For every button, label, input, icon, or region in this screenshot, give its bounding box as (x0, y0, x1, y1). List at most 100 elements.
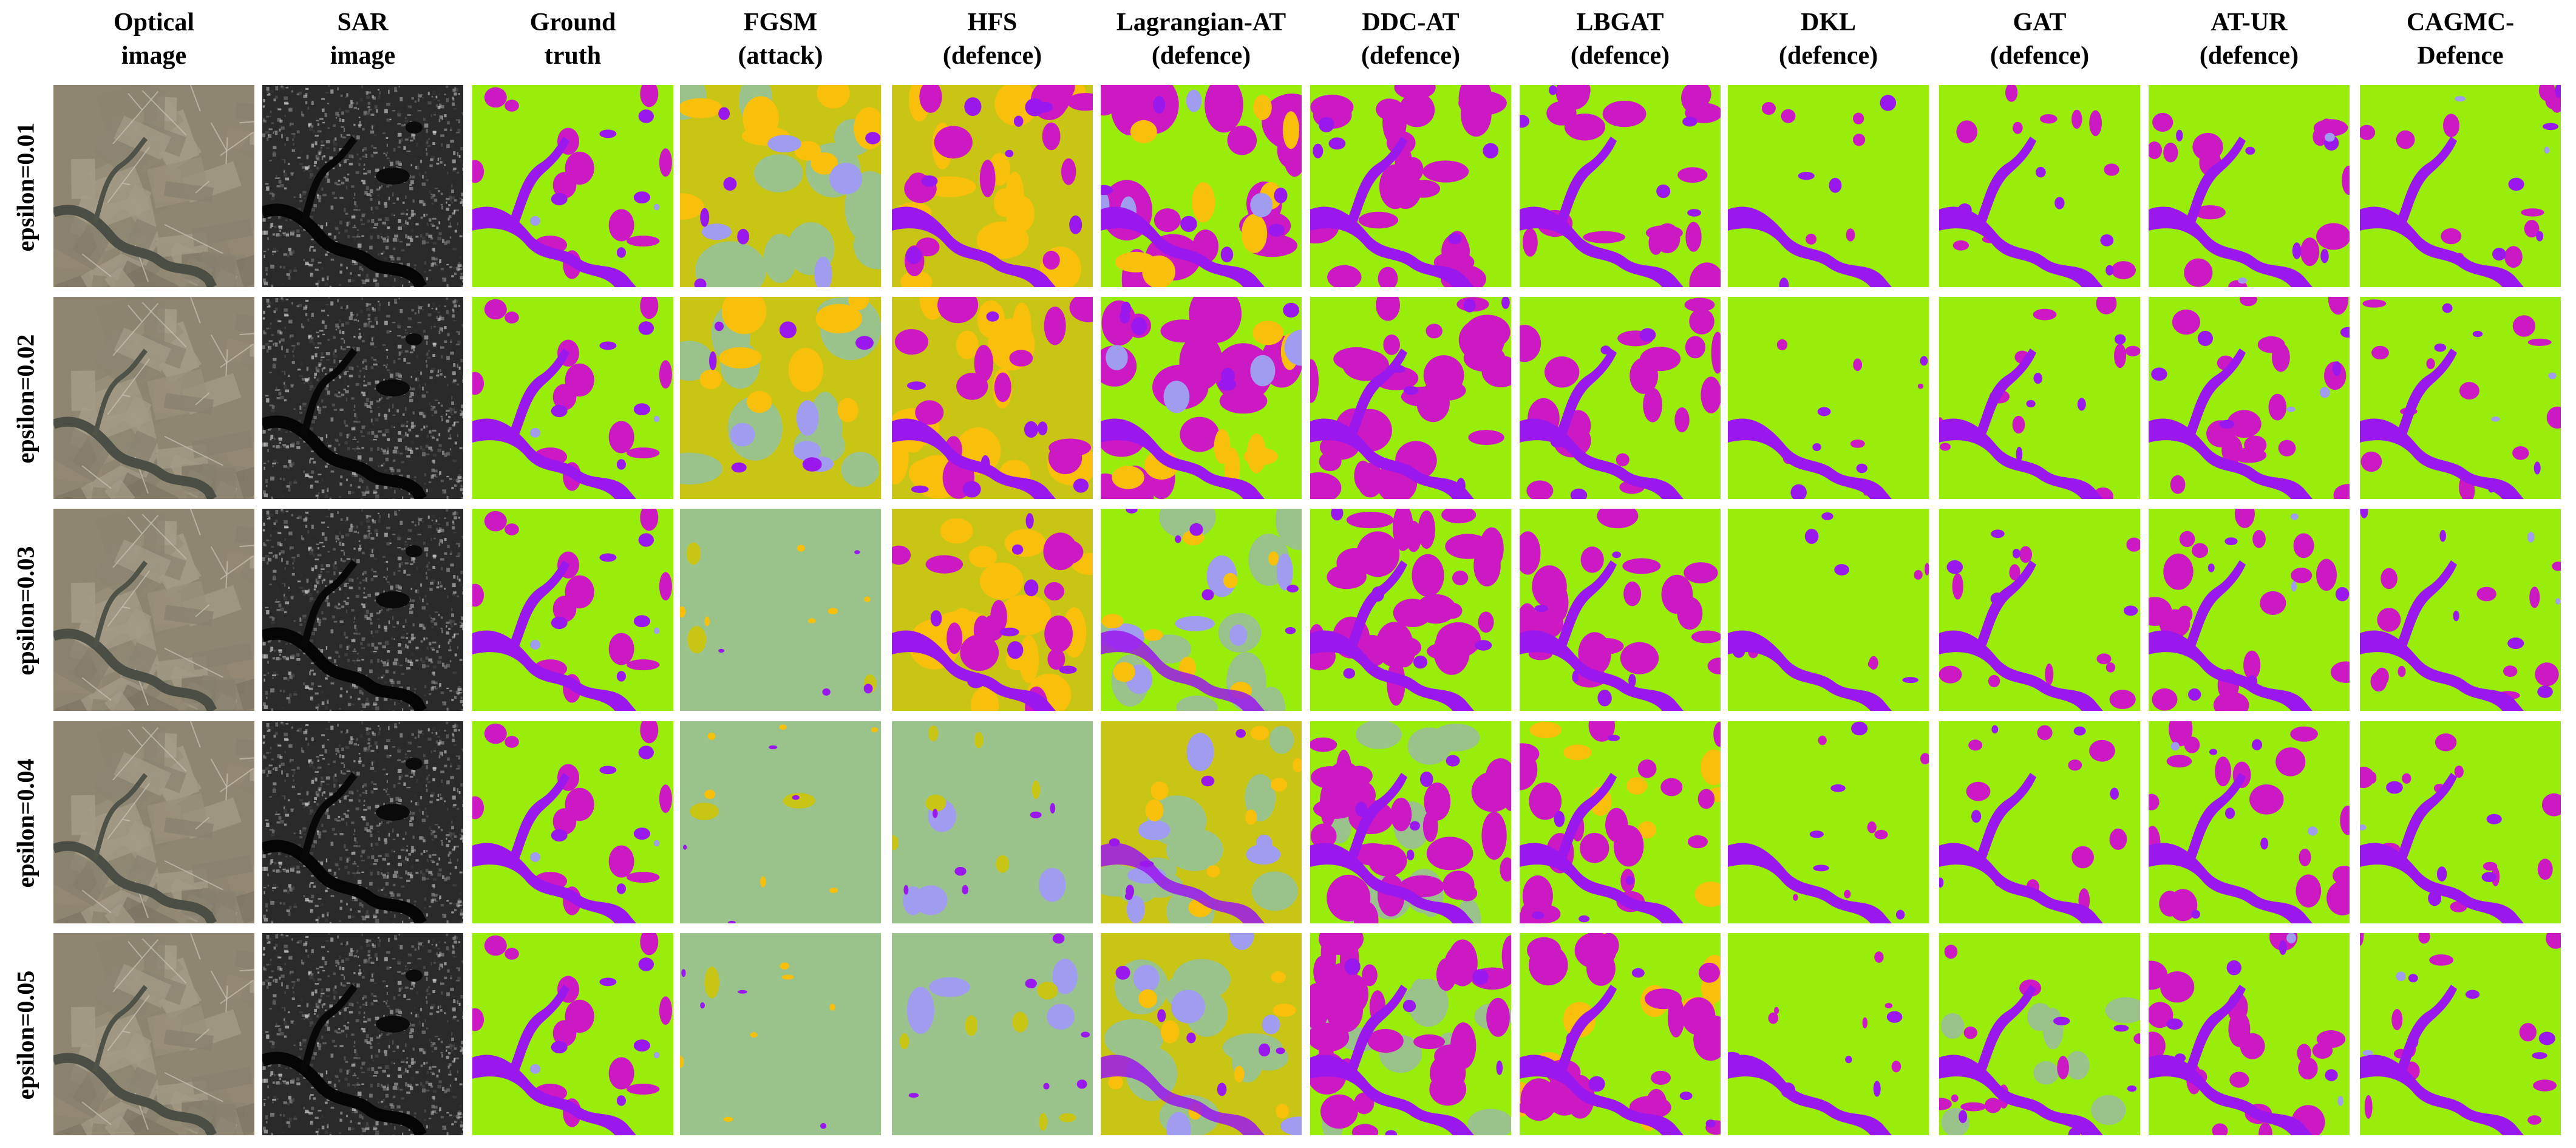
segmentation-map (892, 297, 1093, 499)
tile-gt-row4 (472, 721, 673, 923)
column-header-line: GAT (2013, 8, 2067, 36)
column-header-line: (defence) (1990, 42, 2090, 70)
tile-dkl-row4 (1728, 721, 1929, 923)
segmentation-map (1101, 297, 1302, 499)
tile-sar-row1 (262, 85, 463, 287)
epsilon-label: epsilon=0.05 (12, 970, 39, 1099)
column-header-line: Defence (2417, 42, 2504, 70)
tile-sar-row2 (262, 297, 463, 499)
segmentation-map (1939, 297, 2140, 499)
segmentation-map (1101, 933, 1302, 1135)
segmentation-map (1101, 85, 1302, 287)
tile-gt-row5 (472, 933, 673, 1135)
tile-fgsm-row1 (680, 85, 881, 287)
segmentation-map (892, 933, 1093, 1135)
tile-atur-row3 (2149, 509, 2350, 711)
column-header-gt: Ground truth (473, 6, 673, 79)
segmentation-map (1939, 721, 2140, 923)
tile-lbgat-row5 (1520, 933, 1721, 1135)
segmentation-map (1728, 297, 1929, 499)
tile-dkl-row1 (1728, 85, 1929, 287)
tile-lagrangian-row4 (1101, 721, 1302, 923)
column-header-line: Optical (114, 8, 194, 36)
column-header-line: DKL (1800, 8, 1856, 36)
optical-satellite-image (53, 297, 254, 499)
optical-satellite-image (53, 85, 254, 287)
column-header-line: CAGMC- (2406, 8, 2515, 36)
tile-gt-row3 (472, 509, 673, 711)
segmentation-map (892, 85, 1093, 287)
segmentation-map (680, 933, 881, 1135)
segmentation-map (1310, 85, 1511, 287)
tile-cagmc-row3 (2360, 509, 2561, 711)
tile-optical-row5 (53, 933, 254, 1135)
segmentation-map (472, 509, 673, 711)
column-header-line: (defence) (1570, 42, 1670, 70)
segmentation-map (2360, 297, 2561, 499)
tile-lbgat-row1 (1520, 85, 1721, 287)
segmentation-map (472, 933, 673, 1135)
segmentation-map (1310, 933, 1511, 1135)
column-header-line: (defence) (1151, 42, 1251, 70)
tile-sar-row4 (262, 721, 463, 923)
tile-ddc-row5 (1310, 933, 1511, 1135)
segmentation-map (2149, 933, 2350, 1135)
column-header-hfs: HFS (defence) (892, 6, 1093, 79)
tile-fgsm-row5 (680, 933, 881, 1135)
column-header-line: LBGAT (1576, 8, 1664, 36)
sar-radar-image (262, 933, 463, 1135)
tile-cagmc-row4 (2360, 721, 2561, 923)
segmentation-map (1939, 933, 2140, 1135)
column-header-line: FGSM (743, 8, 818, 36)
segmentation-map (680, 85, 881, 287)
column-header-line: (defence) (2199, 42, 2299, 70)
tile-hfs-row4 (892, 721, 1093, 923)
column-header-cagmc: CAGMC- Defence (2360, 6, 2561, 79)
tile-hfs-row2 (892, 297, 1093, 499)
row-label-4: epsilon=0.04 (0, 721, 51, 925)
column-header-gat: GAT (defence) (1940, 6, 2140, 79)
column-header-line: DDC-AT (1362, 8, 1460, 36)
segmentation-map (1101, 721, 1302, 923)
tile-dkl-row2 (1728, 297, 1929, 499)
tile-atur-row1 (2149, 85, 2350, 287)
tile-dkl-row5 (1728, 933, 1929, 1135)
row-label-5: epsilon=0.05 (0, 933, 51, 1136)
segmentation-map (1310, 721, 1511, 923)
tile-gat-row1 (1939, 85, 2140, 287)
segmentation-map (472, 85, 673, 287)
column-header-line: AT-UR (2211, 8, 2288, 36)
tile-lagrangian-row3 (1101, 509, 1302, 711)
segmentation-map (2149, 509, 2350, 711)
segmentation-map (1520, 933, 1721, 1135)
tile-sar-row3 (262, 509, 463, 711)
tile-lbgat-row3 (1520, 509, 1721, 711)
column-header-line: Lagrangian-AT (1116, 8, 1286, 36)
segmentation-map (1520, 85, 1721, 287)
column-header-sar: SAR image (263, 6, 463, 79)
column-header-optical: Optical image (54, 6, 254, 79)
column-header-dkl: DKL (defence) (1728, 6, 1929, 79)
tile-gt-row1 (472, 85, 673, 287)
segmentation-map (1310, 509, 1511, 711)
optical-satellite-image (53, 933, 254, 1135)
segmentation-map (472, 297, 673, 499)
segmentation-map (1310, 297, 1511, 499)
segmentation-map (2149, 721, 2350, 923)
segmentation-map (1728, 85, 1929, 287)
segmentation-map (1728, 933, 1929, 1135)
column-header-line: (defence) (1361, 42, 1461, 70)
tile-gt-row2 (472, 297, 673, 499)
segmentation-map (1520, 297, 1721, 499)
tile-atur-row4 (2149, 721, 2350, 923)
segmentation-map (892, 721, 1093, 923)
sar-radar-image (262, 85, 463, 287)
tile-fgsm-row4 (680, 721, 881, 923)
tile-ddc-row2 (1310, 297, 1511, 499)
tile-hfs-row5 (892, 933, 1093, 1135)
segmentation-map (2360, 509, 2561, 711)
segmentation-map (680, 721, 881, 923)
segmentation-map (1520, 509, 1721, 711)
segmentation-map (1728, 721, 1929, 923)
